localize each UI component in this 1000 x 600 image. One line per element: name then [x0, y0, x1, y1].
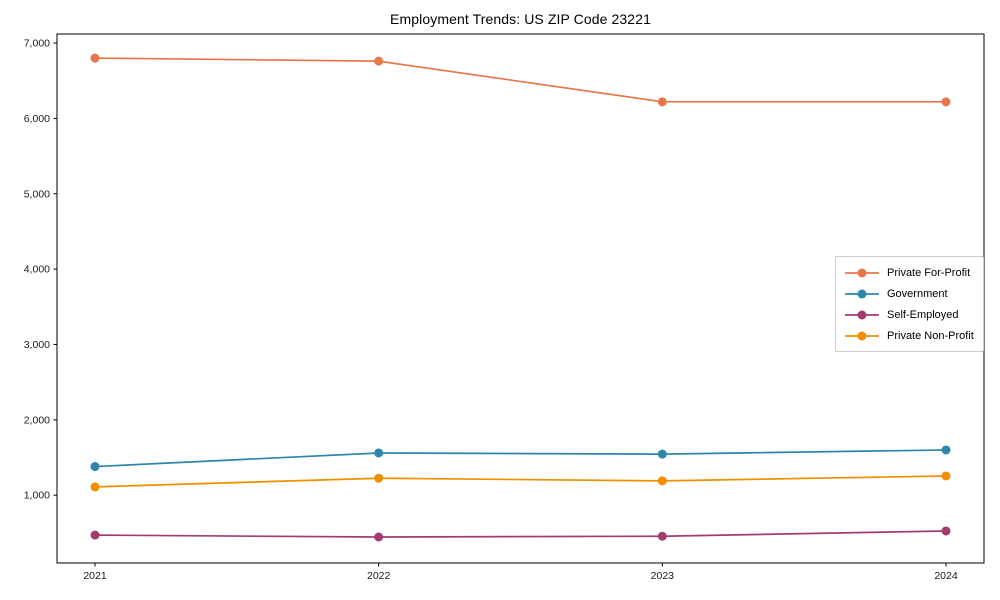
legend: Private For-Profit Government Self-Employe…: [835, 256, 984, 352]
data-point-private-for-profit-2024: [941, 97, 951, 107]
legend-dot-icon: [857, 268, 867, 277]
data-point-government-2024: [941, 445, 951, 455]
legend-label: Self-Employed: [887, 308, 959, 321]
series-line-private-for-profit: [94, 57, 947, 103]
data-point-private-for-profit-2022: [374, 56, 384, 66]
legend-dot-icon: [857, 289, 867, 298]
legend-marker-government-icon: [845, 289, 879, 298]
data-point-government-2022: [374, 448, 384, 458]
data-point-self-employed-2023: [657, 531, 667, 541]
x-axis-tick-label-2022: 2022: [367, 570, 391, 582]
data-point-self-employed-2022: [374, 532, 384, 542]
legend-label: Private Non-Profit: [887, 329, 974, 342]
data-point-private-non-profit-2022: [374, 473, 384, 483]
x-axis-tick-label-2021: 2021: [83, 570, 107, 582]
data-point-private-for-profit-2023: [657, 97, 667, 107]
data-point-self-employed-2024: [941, 526, 951, 536]
y-axis-tick-label: 2,000: [24, 414, 50, 426]
data-point-private-non-profit-2023: [657, 476, 667, 486]
legend-dot-icon: [857, 331, 867, 340]
legend-label: Government: [887, 287, 948, 300]
y-axis-tick-label: 4,000: [24, 264, 50, 276]
legend-dot-icon: [857, 310, 867, 319]
legend-item-government: Government: [844, 283, 974, 304]
y-axis-tick-label: 1,000: [24, 490, 50, 502]
data-point-private-non-profit-2024: [941, 471, 951, 481]
legend-label: Private For-Profit: [887, 266, 971, 279]
chart-title: Employment Trends: US ZIP Code 23221: [390, 11, 651, 27]
series-line-government: [94, 449, 947, 468]
y-axis-tick-label: 5,000: [24, 188, 50, 200]
series-line-self-employed: [94, 530, 947, 538]
data-point-government-2021: [90, 462, 100, 472]
x-axis-tick-label-2023: 2023: [651, 570, 675, 582]
x-axis-tick-label-2024: 2024: [934, 570, 958, 582]
legend-item-private-non-profit: Private Non-Profit: [844, 325, 974, 346]
y-axis-tick-label: 3,000: [24, 339, 50, 351]
data-point-self-employed-2021: [90, 530, 100, 540]
legend-item-private-for-profit: Private For-Profit: [844, 262, 974, 283]
series-line-private-non-profit: [94, 475, 947, 488]
data-point-government-2023: [657, 449, 667, 459]
data-point-private-non-profit-2021: [90, 482, 100, 492]
data-point-private-for-profit-2021: [90, 53, 100, 63]
y-axis-tick-label: 7,000: [24, 38, 50, 50]
axes-box: [56, 33, 985, 564]
legend-marker-self-employed-icon: [845, 310, 879, 319]
legend-marker-private-non-profit-icon: [845, 331, 879, 340]
legend-marker-private-for-profit-icon: [845, 268, 879, 277]
y-axis-tick-label: 6,000: [24, 113, 50, 125]
legend-item-self-employed: Self-Employed: [844, 304, 974, 325]
